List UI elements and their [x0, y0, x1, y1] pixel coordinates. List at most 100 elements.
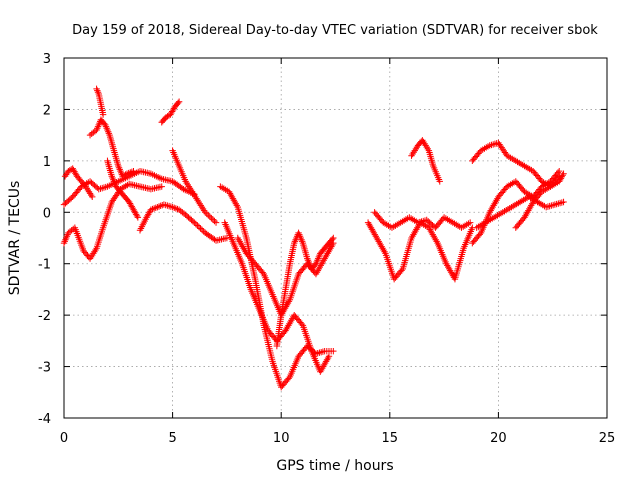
x-tick-label: 5	[168, 431, 176, 446]
data-point	[134, 214, 142, 221]
series-track-20	[512, 170, 567, 231]
x-tick-label: 10	[273, 431, 290, 446]
data-point	[99, 111, 107, 118]
data-point	[155, 203, 163, 210]
data-point	[68, 194, 75, 202]
y-tick-label: -1	[38, 258, 51, 273]
data-point	[154, 203, 161, 211]
data-point	[66, 228, 74, 235]
series-track-15	[371, 209, 474, 231]
x-tick-label: 0	[60, 431, 68, 446]
data-point	[198, 226, 206, 234]
data-point	[192, 220, 200, 228]
data-point	[157, 202, 164, 210]
data-point	[555, 200, 562, 207]
data-point	[544, 203, 552, 210]
data-point	[94, 89, 102, 96]
data-point	[499, 146, 506, 153]
series-track-13	[273, 229, 337, 350]
data-point	[68, 227, 75, 234]
data-point	[316, 349, 323, 356]
data-point	[125, 169, 132, 177]
data-point	[546, 202, 553, 210]
data-point	[209, 216, 217, 223]
data-point	[175, 98, 183, 105]
data-point	[206, 213, 214, 220]
data-point	[150, 205, 158, 212]
y-tick-label: 3	[43, 52, 51, 67]
data-point	[86, 131, 94, 139]
data-point	[398, 267, 405, 274]
series-track-2	[60, 180, 165, 262]
data-point	[329, 236, 336, 243]
data-point	[496, 141, 503, 148]
data-point	[114, 190, 121, 198]
data-point	[88, 130, 95, 138]
y-tick-label: -3	[38, 361, 51, 376]
data-point	[109, 197, 117, 204]
data-point	[502, 150, 510, 158]
data-point	[330, 234, 337, 242]
data-point	[556, 199, 564, 207]
series-track-3	[61, 165, 96, 201]
data-point	[172, 205, 180, 212]
data-point	[175, 206, 183, 213]
y-tick-label: 1	[43, 155, 51, 170]
data-point	[205, 212, 212, 219]
data-point	[208, 214, 215, 222]
data-point	[65, 229, 72, 237]
data-point	[498, 144, 505, 151]
data-point	[559, 172, 566, 179]
data-point	[194, 222, 201, 229]
data-point	[123, 170, 131, 177]
data-point	[110, 195, 118, 202]
data-point	[495, 139, 502, 147]
data-point	[162, 201, 169, 209]
grid	[64, 58, 607, 418]
data-point	[201, 209, 209, 216]
data-point	[99, 184, 106, 192]
data-point	[112, 192, 120, 199]
data-points	[60, 85, 567, 391]
data-point	[211, 217, 218, 225]
data-point	[466, 219, 474, 226]
chart-title: Day 159 of 2018, Sidereal Day-to-day VTE…	[72, 23, 598, 38]
x-axis-label: GPS time / hours	[276, 458, 393, 474]
x-tick-label: 25	[599, 431, 616, 446]
x-tick-label: 15	[382, 431, 399, 446]
data-point	[130, 167, 137, 175]
data-point	[558, 199, 566, 206]
series-track-14	[364, 219, 476, 283]
data-point	[149, 205, 156, 213]
data-point	[108, 198, 115, 206]
data-point	[560, 198, 567, 206]
series-track-19	[473, 193, 567, 231]
data-point	[553, 200, 560, 208]
data-point	[476, 231, 483, 238]
data-point	[203, 210, 210, 217]
data-point	[319, 348, 327, 355]
y-tick-label: 0	[43, 206, 51, 221]
data-point	[128, 168, 136, 175]
data-point	[554, 169, 562, 176]
data-point	[325, 353, 333, 360]
data-point	[560, 170, 567, 177]
data-point	[177, 207, 184, 215]
series-track-7	[136, 201, 231, 244]
axis-ticks: 0 5 10 15 20 25 -4 -3 -2 -1 0 1 2 3	[38, 52, 615, 446]
data-point	[127, 169, 134, 176]
data-point	[330, 347, 337, 355]
data-point	[549, 201, 557, 209]
data-point	[298, 320, 305, 328]
series-track-6	[104, 157, 142, 221]
y-tick-label: 2	[43, 103, 51, 118]
data-point	[436, 178, 443, 185]
x-tick-label: 20	[490, 431, 507, 446]
data-point	[179, 209, 186, 216]
data-point	[556, 167, 563, 175]
y-tick-label: -4	[38, 412, 51, 427]
data-point	[551, 201, 559, 208]
data-point	[174, 99, 182, 107]
data-point	[152, 204, 159, 211]
data-point	[497, 142, 504, 150]
